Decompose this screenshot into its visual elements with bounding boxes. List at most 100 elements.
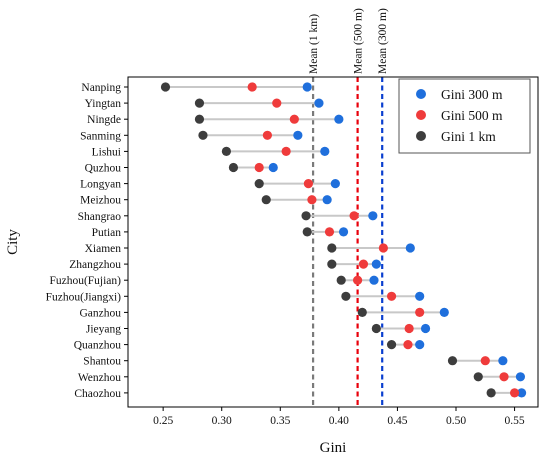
x-tick-label-1: 0.30 (212, 415, 232, 427)
point-1km-16 (386, 340, 397, 350)
point-500m-19 (509, 388, 520, 398)
point-1km-0 (160, 82, 171, 92)
point-300m-8 (368, 211, 378, 221)
legend-items: Gini 300 m Gini 500 m Gini 1 km (416, 87, 503, 144)
point-1km-12 (336, 275, 346, 285)
y-tick-label-2: Ningde (87, 114, 121, 126)
point-300m-11 (371, 259, 381, 269)
point-1km-18 (473, 372, 483, 382)
mean-labels: Mean (1 km) Mean (500 m) Mean (300 m) (308, 8, 389, 74)
point-300m-2 (334, 114, 344, 124)
point-300m-6 (330, 179, 340, 189)
point-500m-14 (415, 307, 425, 317)
y-tick-label-18: Wenzhou (78, 372, 121, 384)
point-1km-9 (302, 227, 312, 237)
y-tick-label-9: Putian (92, 227, 122, 239)
point-1km-6 (254, 179, 264, 189)
y-tick-label-16: Quanzhou (74, 340, 122, 352)
point-1km-2 (194, 114, 205, 124)
point-1km-5 (228, 162, 239, 173)
point-300m-12 (369, 275, 379, 285)
x-tick-label-5: 0.50 (446, 415, 466, 427)
y-tick-label-19: Chaozhou (74, 388, 121, 400)
point-500m-4 (281, 146, 291, 156)
mean-label-2: Mean (300 m) (377, 8, 389, 74)
point-300m-18 (515, 372, 526, 382)
point-300m-19 (517, 388, 527, 398)
mean-label-0: Mean (1 km) (308, 14, 320, 74)
point-1km-3 (198, 130, 208, 140)
y-tick-label-10: Xiamen (85, 243, 122, 255)
y-tick-label-7: Meizhou (80, 195, 121, 207)
y-tick-label-8: Shangrao (78, 211, 122, 223)
point-500m-9 (324, 227, 335, 237)
y-tick-label-6: Longyan (80, 179, 121, 191)
x-tick-label-0: 0.25 (153, 415, 173, 427)
y-tick-label-14: Ganzhou (79, 307, 121, 319)
y-tick-label-13: Fuzhou(Jiangxi) (46, 291, 122, 303)
y-tick-label-4: Lishui (92, 146, 121, 158)
point-500m-5 (254, 162, 264, 173)
point-300m-15 (420, 323, 431, 334)
point-1km-11 (327, 259, 337, 269)
legend-marker-0 (416, 89, 426, 99)
point-1km-19 (486, 388, 496, 398)
x-tick-label-3: 0.40 (329, 415, 349, 427)
point-500m-15 (404, 323, 414, 334)
point-1km-17 (447, 356, 458, 366)
legend-marker-2 (416, 131, 426, 141)
point-300m-4 (320, 146, 330, 156)
point-300m-3 (293, 130, 303, 140)
x-tick-label-2: 0.35 (270, 415, 290, 427)
point-300m-1 (314, 98, 324, 108)
x-tick-label-4: 0.45 (387, 415, 407, 427)
legend-label-1: Gini 500 m (441, 108, 503, 123)
point-300m-10 (405, 243, 415, 253)
legend: Gini 300 m Gini 500 m Gini 1 km (398, 78, 531, 154)
point-300m-9 (338, 227, 349, 237)
point-500m-11 (358, 259, 369, 269)
x-tick-label-6: 0.55 (505, 415, 525, 427)
plot-frame (127, 76, 539, 408)
point-300m-13 (415, 291, 425, 301)
legend-label-2: Gini 1 km (441, 129, 496, 144)
point-500m-3 (262, 130, 272, 140)
point-500m-10 (378, 243, 388, 253)
point-500m-18 (499, 372, 509, 382)
point-1km-14 (357, 307, 367, 317)
legend-marker-1 (416, 110, 426, 120)
point-500m-1 (272, 98, 282, 108)
point-1km-10 (327, 243, 337, 253)
point-500m-7 (307, 195, 317, 205)
point-500m-12 (353, 275, 363, 285)
y-tick-label-3: Sanming (80, 130, 121, 142)
legend-label-0: Gini 300 m (441, 87, 503, 102)
point-300m-5 (268, 162, 278, 173)
y-tick-label-12: Fuzhou(Fujian) (49, 275, 121, 287)
x-axis: 0.25 0.30 0.35 0.40 0.45 0.50 0.55 (153, 407, 525, 427)
point-500m-8 (349, 211, 359, 221)
point-500m-13 (386, 291, 397, 301)
point-300m-14 (439, 307, 449, 317)
y-tick-label-11: Zhangzhou (69, 259, 121, 271)
y-tick-label-17: Shantou (83, 356, 121, 368)
point-300m-17 (498, 356, 508, 366)
y-tick-label-5: Quzhou (85, 163, 122, 175)
mean-lines (311, 77, 384, 407)
point-1km-1 (194, 98, 205, 108)
point-300m-16 (415, 340, 425, 350)
data-points (160, 82, 527, 398)
point-300m-7 (322, 195, 332, 205)
y-tick-label-1: Yingtan (85, 98, 122, 110)
y-tick-label-15: Jieyang (86, 324, 121, 336)
point-300m-0 (302, 82, 312, 92)
point-1km-4 (221, 146, 231, 156)
point-500m-16 (403, 340, 413, 350)
point-500m-17 (480, 356, 490, 366)
y-axis: Nanping Yingtan Ningde Sanming Lishui Quzhou L… (46, 82, 128, 400)
point-500m-2 (289, 114, 299, 124)
point-500m-6 (303, 179, 313, 189)
x-axis-title: Gini (320, 440, 347, 456)
